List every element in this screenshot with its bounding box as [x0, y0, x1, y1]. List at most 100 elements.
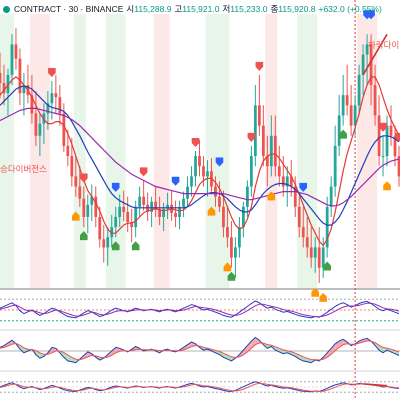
signal-buy-orange-marker — [223, 262, 232, 272]
candle-body — [50, 93, 54, 104]
candle-body — [66, 145, 70, 157]
candle-body — [0, 72, 2, 84]
candle-body — [186, 186, 189, 199]
osc2-fill — [327, 348, 332, 358]
background-band-3 — [105, 14, 126, 288]
low-value: 115,233.0 — [230, 4, 268, 14]
candle-body — [114, 216, 118, 228]
candle-body — [22, 85, 26, 94]
candle-body — [385, 125, 389, 157]
candle-body — [34, 113, 38, 136]
open-label: 시 — [126, 4, 135, 14]
candle-body — [166, 204, 169, 209]
candle-body — [102, 239, 106, 248]
osc2-line-1 — [0, 340, 400, 361]
signal-buy-orange-marker — [311, 287, 320, 297]
candle-body — [214, 186, 217, 197]
candle-body — [62, 113, 66, 146]
candle-body — [389, 125, 393, 136]
signal-sell-blue-marker — [215, 157, 224, 167]
candle-body — [118, 206, 122, 217]
candle-body — [150, 201, 154, 212]
candle-body — [90, 196, 94, 205]
candle-body — [190, 176, 193, 187]
signal-buy-orange-marker — [383, 181, 391, 191]
signal-buy-green-marker — [111, 241, 120, 251]
symbol-label: CONTRACT · 30 · BINANCE — [14, 4, 124, 14]
candle-body — [78, 186, 82, 199]
candle-body — [38, 123, 42, 136]
candle-body — [293, 186, 297, 207]
osc2-fill — [19, 345, 24, 353]
change-value: +632.0 (+0.55%) — [318, 4, 382, 14]
candle-body — [230, 237, 233, 258]
signal-buy-green-marker — [323, 261, 331, 271]
candle-body — [194, 156, 197, 177]
osc2-fill — [383, 347, 388, 353]
candle-body — [178, 206, 181, 217]
low-label: 저 — [222, 4, 231, 14]
candle-body — [46, 103, 50, 114]
candle-body — [285, 176, 289, 187]
background-band-7 — [297, 14, 318, 288]
candles — [0, 28, 400, 283]
signal-sell-blue-marker — [299, 182, 308, 192]
moving-average-2 — [0, 107, 400, 207]
signal-sell-red-marker — [379, 122, 387, 132]
candle-body — [206, 171, 209, 177]
bearish-divergence-label: 하락다이 — [368, 40, 400, 50]
candle-body — [122, 206, 126, 212]
candle-body — [245, 186, 249, 207]
open-value: 115,288.9 — [134, 4, 172, 14]
close-value: 115,920.8 — [278, 4, 316, 14]
candle-body — [58, 97, 62, 114]
candle-body — [174, 212, 177, 217]
candle-body — [74, 176, 78, 187]
signal-buy-green-marker — [339, 129, 347, 139]
candle-body — [110, 227, 114, 238]
signal-buy-orange-marker — [319, 292, 327, 302]
candle-body — [202, 166, 205, 177]
candle-body — [325, 206, 329, 248]
candle-body — [106, 237, 110, 248]
chart-header: CONTRACT · 30 · BINANCE 시 115,288.9 고 115,… — [0, 2, 382, 16]
candle-body — [317, 247, 321, 268]
candle-body — [269, 135, 273, 167]
candle-body — [305, 237, 309, 248]
divergence-line-0 — [362, 33, 388, 76]
candle-body — [182, 198, 185, 207]
candle-body — [297, 206, 301, 228]
osc1-line-1 — [0, 302, 400, 318]
candle-body — [86, 204, 90, 217]
moving-average-1 — [0, 85, 400, 226]
candle-body — [134, 206, 138, 228]
signal-buy-orange-marker — [267, 191, 276, 201]
candle-body — [381, 156, 385, 158]
high-value: 115,921.0 — [182, 4, 220, 14]
signal-sell-red-marker — [191, 138, 200, 147]
signal-sell-red-marker — [139, 167, 148, 177]
divergence-line-1 — [363, 383, 388, 387]
candle-body — [257, 105, 261, 126]
candle-body — [222, 206, 225, 228]
candle-body — [198, 156, 201, 167]
candle-body — [265, 156, 269, 167]
candle-body — [82, 198, 86, 217]
candle-body — [357, 74, 361, 106]
candle-body — [130, 222, 134, 228]
candle-body — [249, 156, 253, 187]
osc3-line-1 — [0, 382, 400, 392]
candle-body — [353, 105, 357, 126]
candle-body — [18, 58, 22, 94]
signal-sell-blue-marker — [171, 176, 180, 186]
signal-buy-orange-marker — [207, 206, 216, 216]
candle-body — [154, 201, 158, 209]
candle-body — [397, 156, 400, 177]
bullish-divergence-label: 승다이버전스 — [0, 164, 47, 174]
candle-body — [54, 93, 58, 98]
signal-sell-red-marker — [395, 132, 400, 142]
candle-body — [369, 44, 373, 86]
candle-body — [281, 176, 285, 187]
signal-buy-orange-marker — [72, 211, 80, 221]
